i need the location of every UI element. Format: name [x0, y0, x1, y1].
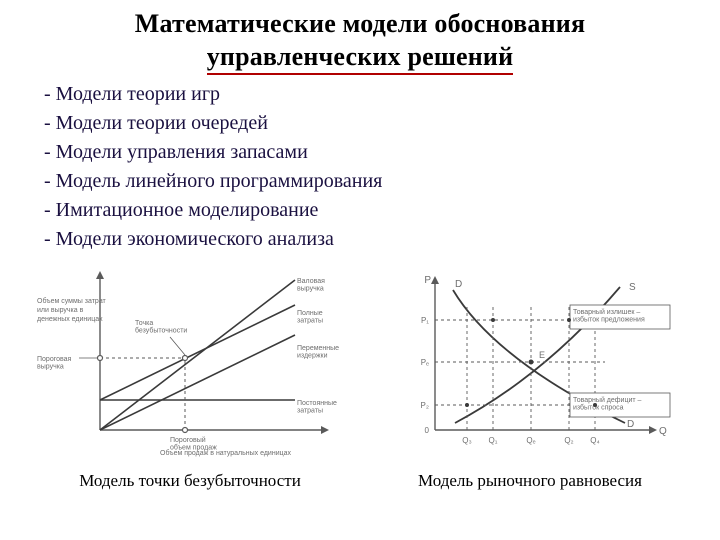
svg-text:P: P	[424, 275, 431, 286]
svg-text:0: 0	[425, 426, 430, 435]
breakeven-chart-box: Объем суммы затрат или выручка в денежных …	[30, 265, 350, 491]
svg-text:P₂: P₂	[421, 401, 429, 410]
svg-text:Объем суммы затрат: Объем суммы затрат	[37, 297, 107, 305]
svg-text:Q₃: Q₃	[462, 436, 471, 445]
equilibrium-chart-box: P Q D D S P₁ Pₑ P₂ 0 Q₃ Q₁ Qₑ Q₂ Q₄ E Товарный излишек …	[370, 265, 690, 491]
svg-text:денежных единицах: денежных единицах	[37, 316, 103, 323]
title-line1: Математические модели обоснования	[135, 9, 585, 38]
chart2-caption: Модель рыночного равновесия	[418, 471, 642, 491]
svg-text:D: D	[627, 419, 634, 430]
list-item: - Модели теории очередей	[44, 110, 720, 137]
list-item: - Модели управления запасами	[44, 139, 720, 166]
svg-text:Полныезатраты: Полныезатраты	[297, 310, 323, 325]
svg-text:P₁: P₁	[421, 316, 429, 325]
svg-text:Q₄: Q₄	[590, 436, 600, 445]
bullet-list: - Модели теории игр - Модели теории очер…	[44, 81, 720, 253]
list-item: - Модели теории игр	[44, 81, 720, 108]
breakeven-chart: Объем суммы затрат или выручка в денежных …	[35, 265, 345, 465]
svg-text:Q₁: Q₁	[489, 436, 498, 445]
title-line2: управленческих решений	[207, 42, 514, 75]
svg-text:D: D	[455, 279, 462, 290]
svg-text:или выручка в: или выручка в	[37, 307, 84, 314]
charts-row: Объем суммы затрат или выручка в денежных …	[0, 255, 720, 491]
svg-text:S: S	[629, 282, 636, 293]
svg-text:E: E	[539, 350, 545, 360]
list-item: - Модель линейного программирования	[44, 168, 720, 195]
chart1-caption: Модель точки безубыточности	[79, 471, 301, 491]
svg-text:Pₑ: Pₑ	[421, 358, 429, 367]
svg-text:Qₑ: Qₑ	[526, 436, 535, 445]
svg-text:Товарный излишек –избыток пред: Товарный излишек –избыток предложения	[573, 308, 645, 324]
svg-text:Q₂: Q₂	[564, 436, 573, 445]
list-item: - Модели экономического анализа	[44, 226, 720, 253]
svg-text:Валоваявыручка: Валоваявыручка	[297, 278, 325, 293]
svg-text:Q: Q	[659, 426, 667, 437]
list-item: - Имитационное моделирование	[44, 197, 720, 224]
slide-title: Математические модели обоснования управл…	[0, 0, 720, 73]
equilibrium-chart: P Q D D S P₁ Pₑ P₂ 0 Q₃ Q₁ Qₑ Q₂ Q₄ E Товарный излишек …	[375, 265, 685, 465]
